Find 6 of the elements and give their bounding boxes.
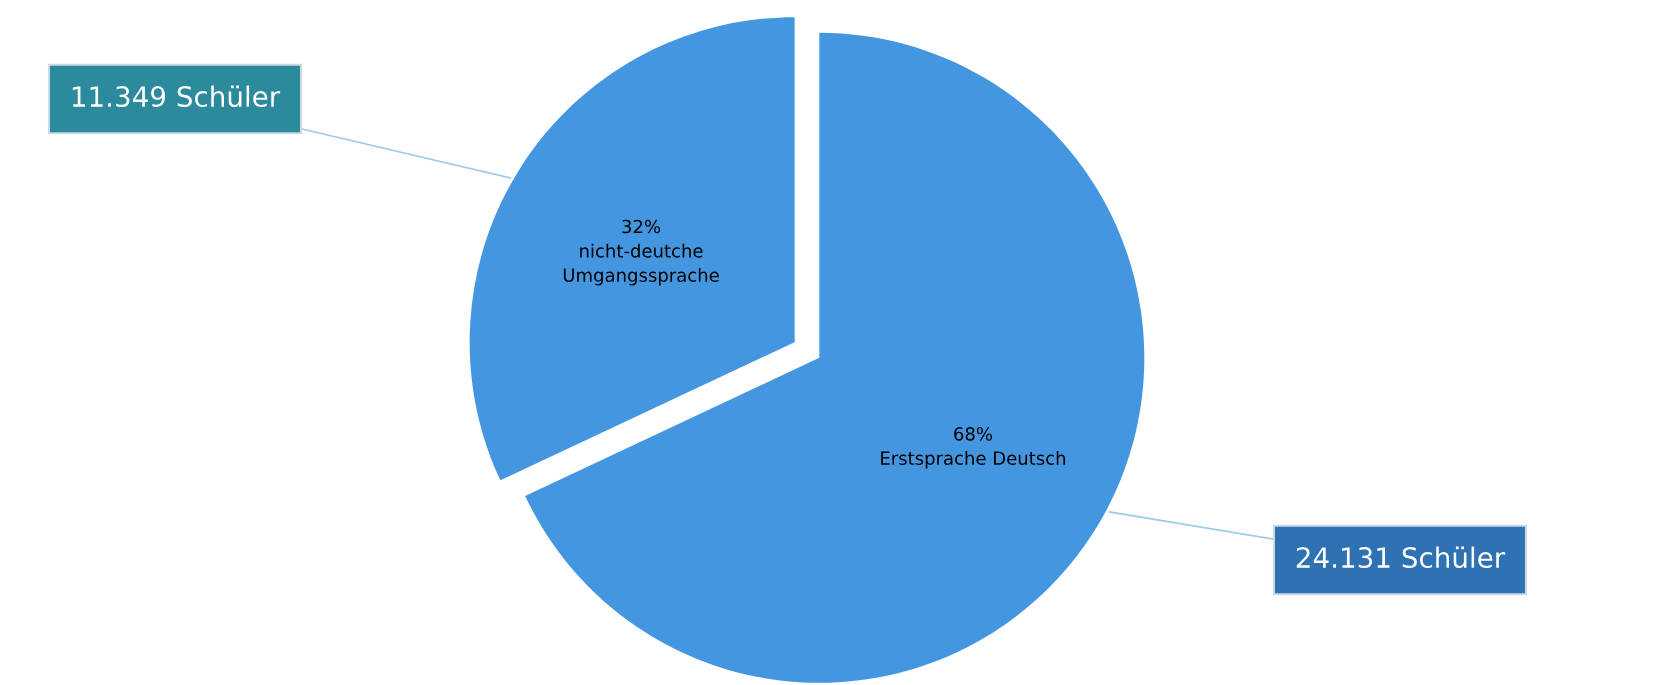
text: 68%: [954, 427, 993, 441]
data-label: 24.131 Schüler: [1296, 546, 1506, 569]
text: 32%: [622, 219, 661, 234]
slice-label: nicht-deutche Umgangssprache: [563, 243, 719, 286]
slice-label: Erstsprache Deutsch: [881, 451, 1066, 469]
data-label: 11.349 Schüler: [72, 85, 281, 108]
